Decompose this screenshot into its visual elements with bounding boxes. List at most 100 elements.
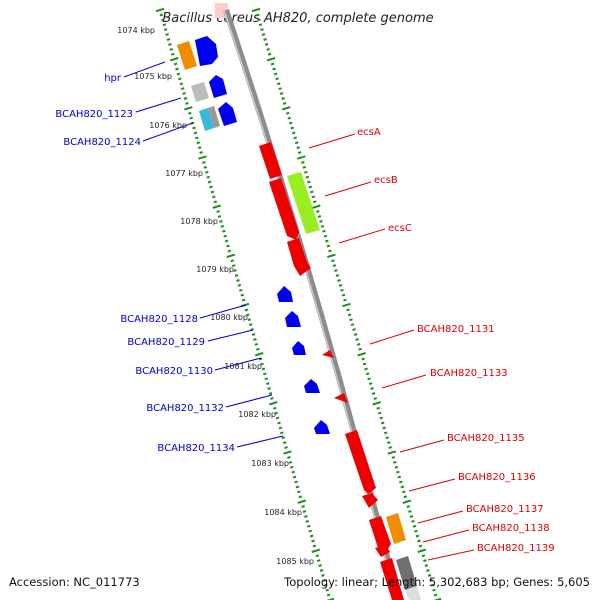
feature-orange-hpr[interactable] — [177, 41, 197, 70]
tick-mark — [325, 239, 329, 243]
left-features — [177, 36, 330, 434]
gene-label-bcah820-1124[interactable]: BCAH820_1124 — [63, 137, 141, 148]
gene-label-bcah820-1134[interactable]: BCAH820_1134 — [157, 443, 235, 454]
tick-mark — [287, 456, 291, 459]
gene-label-ecsB[interactable]: ecsB — [374, 175, 398, 186]
tick-mark — [399, 480, 403, 484]
gene-label-bcah820-1129[interactable]: BCAH820_1129 — [127, 337, 205, 348]
feature-cyan-1124[interactable] — [199, 108, 214, 131]
feature-gray-1123[interactable] — [191, 82, 209, 102]
feature-red-1137[interactable] — [369, 516, 391, 554]
gene-label-bcah820-1128[interactable]: BCAH820_1128 — [120, 314, 198, 325]
tick-mark — [222, 229, 226, 233]
tick-mark — [402, 490, 406, 494]
tick-mark — [402, 499, 412, 504]
tick-mark — [298, 495, 303, 499]
gene-label-bcah820-1137[interactable]: BCAH820_1137 — [466, 504, 544, 515]
tick-mark — [263, 38, 267, 41]
tick-mark — [414, 529, 418, 533]
feature-blue-1132[interactable] — [304, 379, 320, 393]
tick-mark — [316, 210, 320, 213]
tick-mark — [377, 411, 382, 415]
tick-mark — [220, 224, 225, 228]
tick-mark — [365, 372, 370, 376]
tick-mark — [281, 436, 286, 440]
tick-mark — [308, 185, 313, 189]
gene-label-bcah820-1123[interactable]: BCAH820_1123 — [55, 109, 133, 120]
tick-mark — [288, 460, 293, 464]
tick-mark — [328, 249, 332, 253]
gene-label-bcah820-1139[interactable]: BCAH820_1139 — [477, 543, 555, 554]
feature-red-1135[interactable] — [345, 430, 376, 494]
feature-blue-hpr[interactable] — [195, 36, 218, 66]
tick-mark — [319, 220, 323, 223]
tick-mark — [311, 539, 315, 543]
tick-mark — [258, 357, 263, 361]
tick-mark — [372, 401, 381, 406]
feature-gray-1139[interactable] — [405, 586, 421, 600]
tick-mark — [302, 165, 307, 169]
tick-mark — [387, 450, 397, 455]
gene-label-bcah820-1135[interactable]: BCAH820_1135 — [447, 433, 525, 444]
feature-blue-1130[interactable] — [292, 341, 306, 355]
gene-label-bcah820-1136[interactable]: BCAH820_1136 — [458, 472, 536, 483]
tick-mark — [207, 180, 212, 184]
tick-mark — [357, 352, 366, 357]
gene-label-ecsA[interactable]: ecsA — [357, 127, 381, 138]
kbp-label: 1075 kbp — [134, 72, 172, 81]
feature-gray-1124[interactable] — [208, 106, 220, 128]
tick-mark — [307, 180, 311, 184]
tick-mark — [297, 499, 306, 504]
feature-blue-1129[interactable] — [285, 311, 301, 327]
tick-mark — [317, 215, 322, 218]
tick-mark — [307, 524, 311, 528]
tick-mark — [251, 7, 261, 13]
gene-label-bcah820-1131[interactable]: BCAH820_1131 — [417, 324, 495, 335]
feature-blue-1128[interactable] — [277, 286, 293, 302]
feature-darkgray-1139[interactable] — [396, 556, 417, 590]
tick-mark — [326, 597, 335, 600]
tick-mark — [261, 33, 266, 36]
feature-blue-1124[interactable] — [218, 102, 237, 126]
kbp-label: 1082 kbp — [238, 410, 276, 419]
tick-mark — [247, 318, 252, 322]
tick-mark — [210, 190, 215, 194]
tick-mark — [269, 401, 278, 406]
feature-orange-1137[interactable] — [386, 513, 406, 544]
tick-mark — [268, 392, 273, 395]
tick-mark — [423, 559, 427, 563]
gene-label-hpr[interactable]: hpr — [104, 73, 122, 84]
feature-red-1133[interactable] — [334, 393, 348, 403]
gene-label-bcah820-1130[interactable]: BCAH820_1130 — [135, 366, 213, 377]
tick-mark — [254, 352, 264, 357]
tick-mark — [237, 283, 242, 287]
tick-mark — [305, 175, 310, 179]
gene-label-bcah820-1138[interactable]: BCAH820_1138 — [472, 523, 550, 534]
tick-mark — [212, 204, 221, 209]
tick-mark — [350, 323, 355, 327]
tick-mark — [265, 382, 270, 386]
tick-mark — [253, 338, 257, 341]
feature-red-ecsA[interactable] — [259, 142, 282, 179]
feature-red-ecsB[interactable] — [269, 178, 299, 240]
tick-mark — [270, 397, 274, 400]
feature-red-1136[interactable] — [362, 493, 378, 508]
feature-blue-1134[interactable] — [314, 420, 330, 434]
gene-label-bcah820-1133[interactable]: BCAH820_1133 — [430, 368, 508, 379]
tick-mark — [424, 564, 429, 567]
feature-red-ecsC[interactable] — [287, 238, 311, 276]
tick-mark — [341, 293, 346, 297]
tick-mark — [281, 106, 291, 111]
kbp-label: 1083 kbp — [251, 459, 289, 468]
gene-label-ecsC[interactable]: ecsC — [388, 223, 412, 234]
feature-red-1138[interactable] — [375, 545, 390, 557]
feature-red-1131[interactable] — [322, 350, 334, 358]
gene-label-bcah820-1132[interactable]: BCAH820_1132 — [146, 403, 224, 414]
feature-blue-1123[interactable] — [209, 75, 227, 98]
kbp-label: 1078 kbp — [180, 217, 218, 226]
feature-red-1139[interactable] — [380, 558, 404, 600]
tick-mark — [301, 505, 305, 508]
tick-mark — [263, 372, 267, 376]
feature-green-ecsB[interactable] — [287, 172, 320, 234]
tick-mark — [257, 18, 261, 22]
